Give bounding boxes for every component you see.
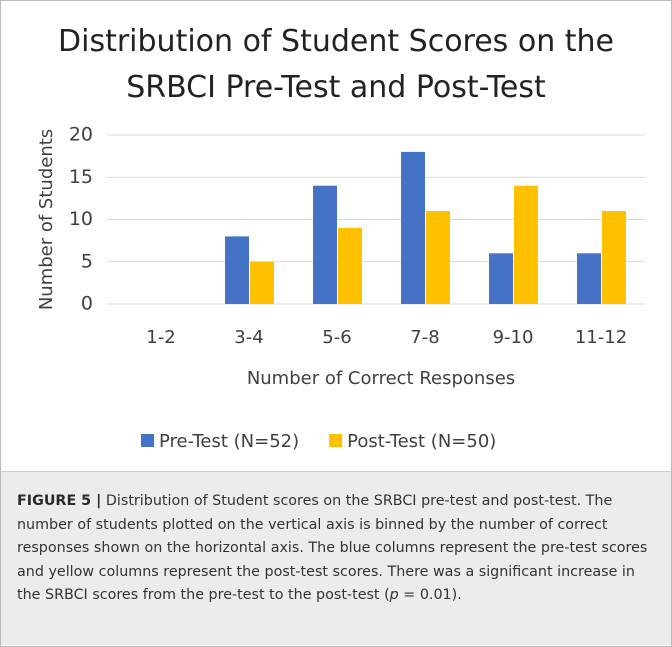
bar bbox=[514, 185, 538, 304]
caption-italic: p bbox=[389, 587, 399, 603]
legend-label: Pre-Test (N=52) bbox=[159, 431, 299, 452]
chart-title: Distribution of Student Scores on the SR… bbox=[58, 24, 614, 105]
bar bbox=[401, 151, 425, 304]
y-tick-label: 20 bbox=[69, 124, 93, 146]
legend-swatch bbox=[329, 434, 343, 447]
x-tick-label: 7-8 bbox=[410, 327, 439, 348]
bar bbox=[313, 185, 337, 304]
caption: FIGURE 5 | Distribution of Student score… bbox=[1, 471, 671, 645]
chart: 0 5 10 15 20 Number of Students Number of Corr… bbox=[36, 124, 645, 452]
caption-text: Distribution of Student scores on the SR… bbox=[17, 493, 648, 603]
x-axis-label: Number of Correct Responses bbox=[247, 368, 515, 389]
caption-text: = 0.01). bbox=[398, 587, 462, 603]
bar bbox=[489, 253, 513, 304]
legend-label: Post-Test (N=50) bbox=[347, 431, 496, 452]
x-tick-label: 1-2 bbox=[146, 327, 175, 348]
y-tick-label: 0 bbox=[81, 293, 93, 315]
x-tick-label: 3-4 bbox=[234, 327, 263, 348]
y-tick-label: 15 bbox=[69, 166, 93, 188]
legend-swatch bbox=[141, 434, 154, 447]
bar bbox=[225, 236, 249, 304]
y-tick-label: 10 bbox=[69, 208, 93, 230]
bar bbox=[602, 211, 626, 304]
bar bbox=[338, 227, 362, 304]
x-tick-label: 9-10 bbox=[493, 327, 534, 348]
bar bbox=[426, 211, 450, 304]
x-tick-label: 11-12 bbox=[575, 327, 627, 348]
x-tick-label: 5-6 bbox=[322, 327, 351, 348]
y-axis-label: Number of Students bbox=[36, 129, 57, 310]
y-tick-label: 5 bbox=[81, 250, 93, 272]
bar bbox=[577, 253, 601, 304]
caption-label: FIGURE 5 | bbox=[17, 493, 102, 509]
bar bbox=[250, 261, 274, 304]
